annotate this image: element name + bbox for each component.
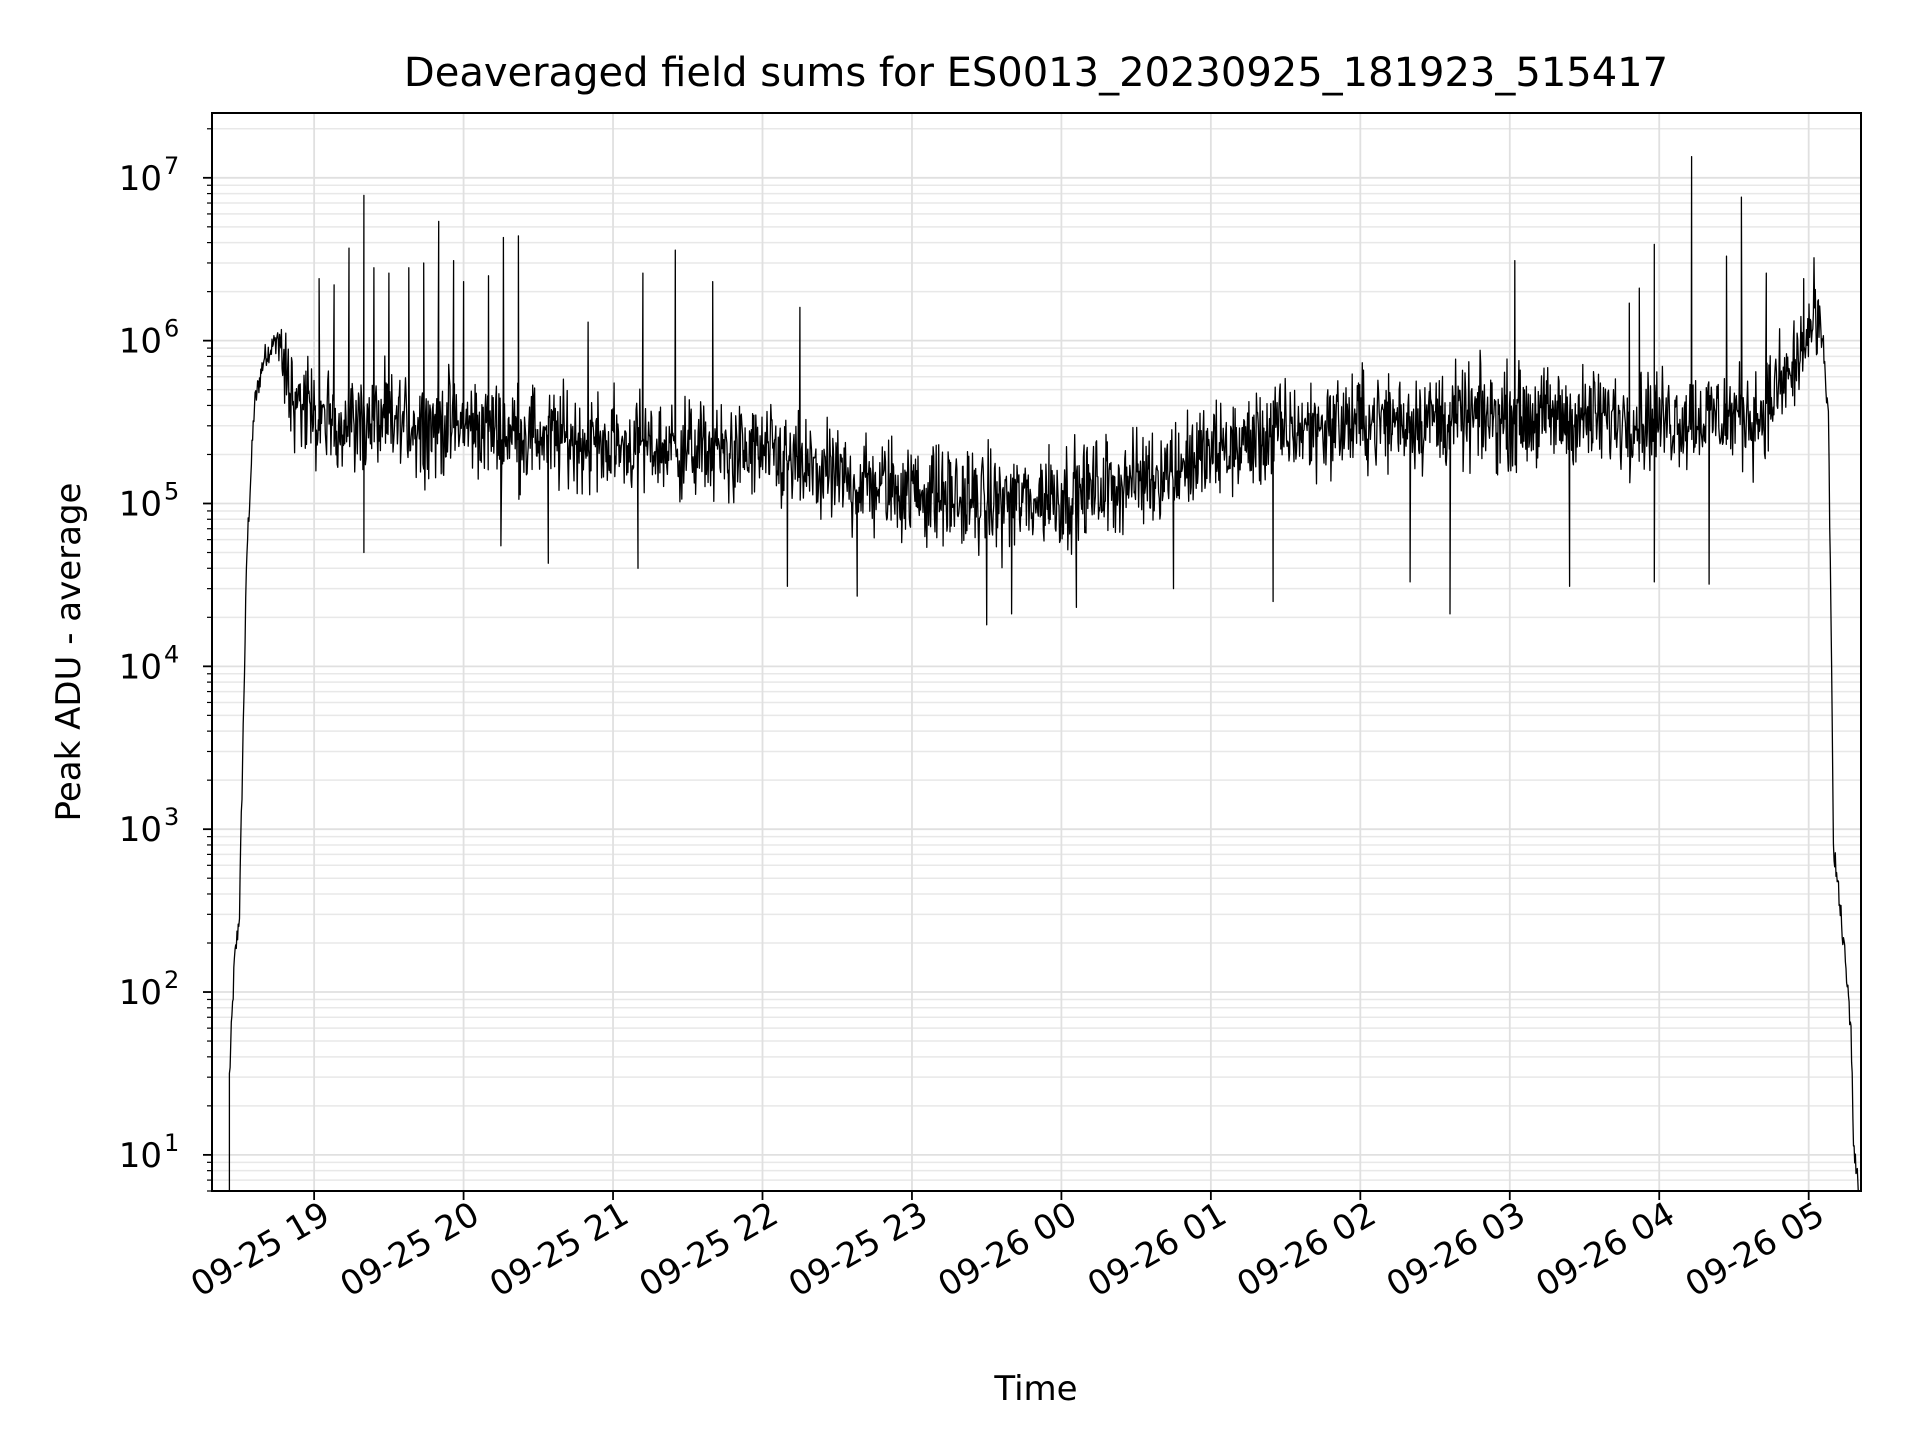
chart-title: Deaveraged field sums for ES0013_2023092…: [404, 50, 1668, 96]
plot-frame: [211, 112, 1862, 1192]
y-tick-exponent: 4: [164, 640, 179, 668]
y-tick-label: 10: [119, 973, 162, 1013]
y-tick-exponent: 5: [164, 477, 179, 505]
y-tick-label: 10: [119, 484, 162, 524]
y-tick-label: 10: [119, 159, 162, 199]
minor-gridlines: [212, 128, 1861, 1192]
y-tick-exponent: 7: [164, 152, 179, 180]
series-line: [228, 155, 1860, 1191]
y-tick-label: 10: [119, 810, 162, 850]
x-axis-label: Time: [993, 1369, 1077, 1409]
y-axis-label: Peak ADU - average: [49, 483, 89, 822]
y-tick-label: 10: [119, 1136, 162, 1176]
y-tick-exponent: 1: [164, 1129, 179, 1157]
y-tick-exponent: 3: [164, 803, 179, 831]
y-tick-exponent: 6: [164, 315, 179, 343]
y-tick-label: 10: [119, 322, 162, 362]
y-tick-label: 10: [119, 647, 162, 687]
y-tick-exponent: 2: [164, 966, 179, 994]
plot-area: [228, 155, 1860, 1191]
